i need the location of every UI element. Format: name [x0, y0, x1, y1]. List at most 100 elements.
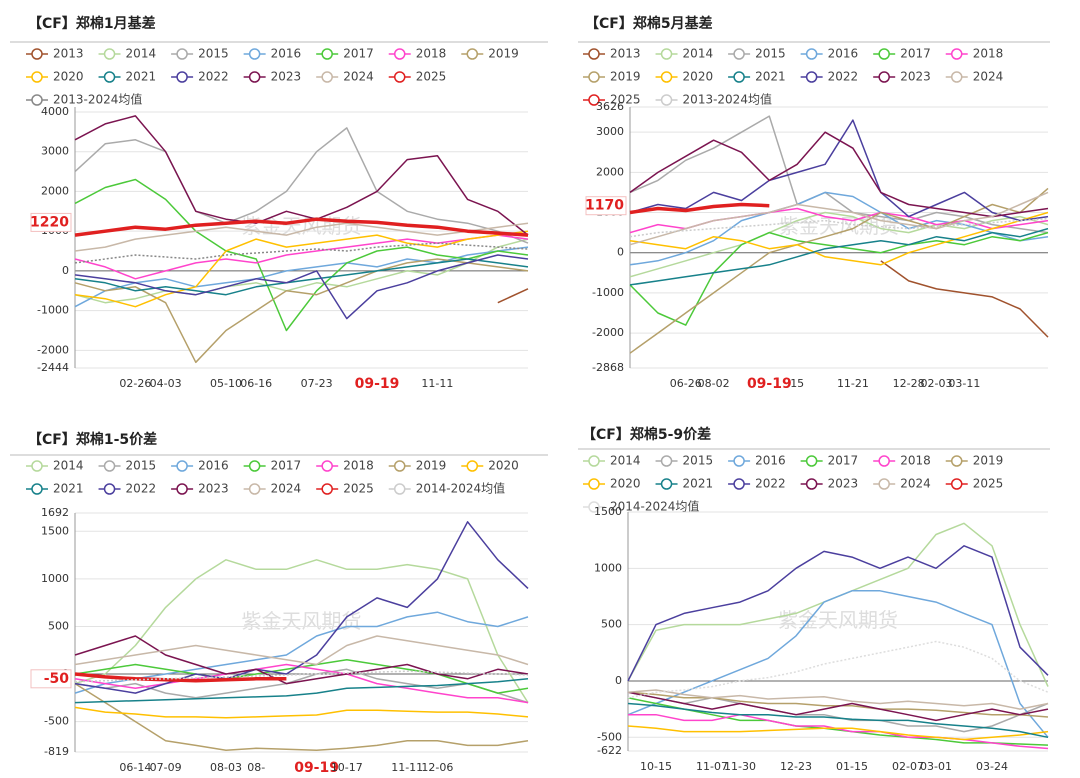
- series-line: [74, 230, 529, 308]
- series-line: [74, 127, 529, 244]
- legend-swatch-dot: [31, 71, 43, 83]
- x-tick-label: 12-06: [421, 761, 453, 774]
- x-tick-label: 02-26: [119, 377, 151, 390]
- legend-swatch-dot: [176, 71, 188, 83]
- chart-title: 【CF】郑棉1-5价差: [28, 431, 157, 448]
- legend-swatch-dot: [950, 71, 963, 83]
- series-line: [629, 131, 1049, 218]
- legend-swatch-dot: [950, 455, 963, 467]
- legend-swatch-dot: [248, 460, 261, 472]
- legend-item: 2018: [945, 47, 1003, 61]
- x-tick-label: 03-01: [920, 760, 952, 773]
- y-tick-label: 500: [601, 618, 622, 631]
- x-tick-label: 11-30: [724, 760, 756, 773]
- legend-swatch-dot: [466, 48, 479, 60]
- legend-item: 2022: [800, 70, 858, 84]
- legend-label: 2013-2024均值: [683, 92, 772, 107]
- legend-item: 2025: [388, 70, 447, 84]
- series-line: [74, 559, 529, 704]
- legend-swatch-dot: [393, 48, 406, 60]
- current-value-label: 1170: [585, 198, 624, 214]
- legend-item: 2025: [316, 482, 374, 496]
- legend-item: 2017: [316, 47, 374, 61]
- x-tick-label: 02-03: [921, 377, 953, 390]
- legend-swatch-dot: [393, 460, 406, 472]
- x-tick-label: 06-16: [240, 377, 272, 390]
- legend-label: 2023: [900, 70, 931, 84]
- watermark: 紫金天风期货: [778, 608, 898, 632]
- series-line: [74, 706, 529, 719]
- x-tick-label: 08-: [247, 761, 265, 774]
- x-tick-label: 07-09: [150, 761, 182, 774]
- watermark: 紫金天风期货: [242, 214, 362, 238]
- series-line: [629, 202, 770, 215]
- x-tick-label: 12-23: [780, 760, 812, 773]
- series-line: [74, 635, 529, 685]
- series-line: [627, 689, 1049, 710]
- legend-item: 2016: [728, 454, 786, 468]
- legend-item: 2016: [800, 47, 858, 61]
- legend-swatch-dot: [588, 94, 600, 106]
- legend-item: 2022: [728, 477, 786, 491]
- legend-item: 2025: [583, 93, 641, 107]
- legend-item: 2021: [655, 477, 713, 491]
- series-line: [629, 119, 1049, 222]
- legend-item: 2020: [26, 70, 84, 84]
- legend-label: 2020: [488, 459, 519, 473]
- legend-item: 2019: [461, 47, 519, 61]
- legend-swatch-dot: [31, 483, 43, 495]
- x-tick-label: 09-19: [294, 760, 339, 776]
- chart-title: 【CF】郑棉5-9价差: [582, 426, 711, 443]
- legend-item: 2022: [171, 70, 229, 84]
- y-tick-label: -622: [597, 744, 622, 757]
- legend-label: 2025: [416, 70, 447, 84]
- series-line: [627, 522, 1049, 687]
- series-line: [74, 242, 529, 264]
- legend-item: 2020: [655, 70, 713, 84]
- legend-item: 2019: [945, 454, 1004, 468]
- y-tick-label: -500: [44, 715, 69, 728]
- legend-swatch-dot: [950, 478, 963, 490]
- legend-label: 2014: [683, 47, 714, 61]
- legend-swatch-dot: [733, 478, 745, 490]
- legend-item: 2014-2024均值: [388, 481, 505, 496]
- series-line: [74, 670, 529, 683]
- y-tick-label: 1000: [594, 561, 622, 574]
- current-value-box: [585, 196, 627, 216]
- y-tick-label: 0: [615, 674, 622, 687]
- legend-item: 2020: [583, 477, 641, 491]
- legend-label: 2022: [198, 70, 229, 84]
- legend-item: 2014: [98, 47, 156, 61]
- legend-item: 2018: [388, 47, 446, 61]
- legend-swatch-dot: [248, 48, 261, 60]
- series-line: [627, 590, 1049, 738]
- legend-label: 2016: [755, 454, 786, 468]
- legend-label: 2017: [828, 454, 859, 468]
- legend-swatch-dot: [103, 48, 116, 60]
- legend-swatch-dot: [176, 460, 188, 472]
- legend-item: 2014-2024均值: [583, 499, 699, 514]
- y-tick-label: -2000: [592, 326, 624, 339]
- legend-swatch-dot: [660, 478, 673, 490]
- series-line: [74, 678, 529, 704]
- current-value-box: [30, 212, 72, 232]
- x-tick-label: 09-19: [747, 376, 792, 392]
- legend-item: 2014: [583, 454, 641, 468]
- legend-item: 2018: [316, 459, 374, 473]
- legend-swatch-dot: [176, 48, 188, 60]
- legend-label: 2022: [126, 482, 157, 496]
- x-tick-label: 03-11: [948, 377, 980, 390]
- legend-swatch-dot: [393, 71, 406, 83]
- legend-label: 2024: [900, 477, 931, 491]
- legend-item: 2024: [873, 477, 931, 491]
- series-line: [497, 288, 529, 304]
- series-line: [74, 115, 529, 236]
- legend-swatch-dot: [103, 483, 116, 495]
- series-line: [74, 672, 287, 683]
- legend-item: 2015: [728, 47, 786, 61]
- series-line: [74, 258, 529, 296]
- legend-label: 2019: [973, 454, 1004, 468]
- legend-swatch-dot: [248, 483, 261, 495]
- legend-item: 2013: [26, 47, 84, 61]
